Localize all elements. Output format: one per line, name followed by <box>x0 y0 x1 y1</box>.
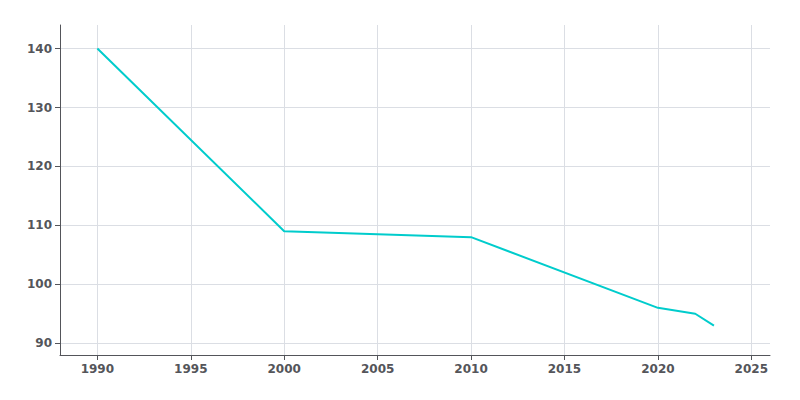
svg-text:100: 100 <box>27 277 52 291</box>
svg-text:140: 140 <box>27 42 52 56</box>
svg-text:1990: 1990 <box>81 362 114 376</box>
svg-text:120: 120 <box>27 159 52 173</box>
svg-text:2005: 2005 <box>361 362 394 376</box>
svg-text:2025: 2025 <box>735 362 768 376</box>
svg-text:2015: 2015 <box>548 362 581 376</box>
svg-text:90: 90 <box>35 336 52 350</box>
svg-text:130: 130 <box>27 101 52 115</box>
svg-text:2000: 2000 <box>268 362 301 376</box>
svg-text:1995: 1995 <box>174 362 207 376</box>
svg-text:2020: 2020 <box>641 362 674 376</box>
svg-text:110: 110 <box>27 218 52 232</box>
svg-text:2010: 2010 <box>454 362 487 376</box>
